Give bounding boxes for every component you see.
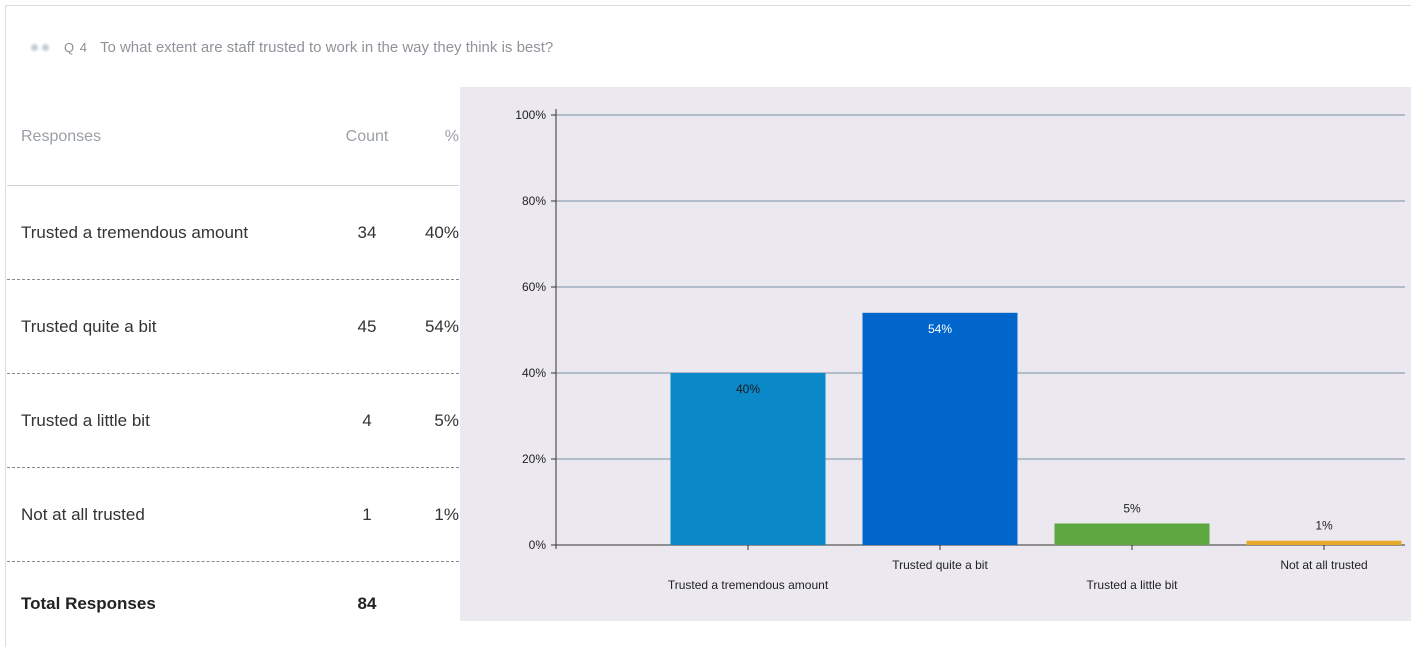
row-label: Trusted a little bit bbox=[21, 410, 150, 430]
row-label: Not at all trusted bbox=[21, 504, 145, 524]
data-label: 40% bbox=[736, 382, 760, 396]
y-tick-label: 20% bbox=[522, 452, 546, 466]
total-count: 84 bbox=[357, 594, 377, 613]
table-row: Trusted quite a bit 45 54% bbox=[7, 280, 459, 374]
table-row: Not at all trusted 1 1% bbox=[7, 468, 459, 562]
x-tick-label: Trusted a little bit bbox=[1087, 578, 1179, 592]
row-count: 4 bbox=[362, 410, 372, 430]
row-label: Trusted a tremendous amount bbox=[21, 222, 249, 242]
bar bbox=[1054, 523, 1210, 545]
bar-chart: 0% 20% 40% 60% 80% 100% 40% Trusted a tremendou… bbox=[460, 87, 1411, 621]
question-text: To what extent are staff trusted to work… bbox=[99, 38, 554, 56]
y-tick-label: 40% bbox=[522, 366, 546, 380]
row-percent: 5% bbox=[434, 410, 459, 430]
header-count: Count bbox=[345, 127, 389, 145]
responses-table: Responses Count % Trusted a tremendous a… bbox=[7, 88, 459, 632]
data-label: 54% bbox=[928, 322, 952, 336]
x-tick-label: Trusted quite a bit bbox=[892, 558, 988, 572]
header-percent: % bbox=[444, 127, 459, 145]
row-percent: 1% bbox=[434, 504, 459, 524]
x-tick-label: Not at all trusted bbox=[1280, 558, 1367, 572]
bar bbox=[1246, 540, 1402, 545]
total-label: Total Responses bbox=[21, 594, 156, 613]
question-number: Q 4 bbox=[64, 39, 88, 55]
y-tick-label: 60% bbox=[522, 280, 546, 294]
row-percent: 40% bbox=[424, 222, 459, 242]
table-row: Trusted a little bit 4 5% bbox=[7, 374, 459, 468]
bar bbox=[670, 373, 826, 545]
row-percent: 54% bbox=[424, 316, 459, 336]
total-row: Total Responses 84 bbox=[7, 576, 459, 632]
row-label: Trusted quite a bit bbox=[21, 316, 157, 336]
radio-dots-icon bbox=[30, 42, 50, 52]
table-header: Responses Count % bbox=[7, 88, 459, 186]
bar-chart-svg: 0% 20% 40% 60% 80% 100% 40% Trusted a tremendou… bbox=[515, 108, 1405, 592]
y-tick-label: 0% bbox=[529, 538, 547, 552]
table-row: Trusted a tremendous amount 34 40% bbox=[7, 186, 459, 280]
row-count: 45 bbox=[357, 316, 377, 336]
y-tick-label: 100% bbox=[515, 108, 546, 122]
data-label: 1% bbox=[1315, 519, 1333, 533]
y-tick-label: 80% bbox=[522, 194, 546, 208]
question-panel bbox=[5, 5, 1411, 647]
x-tick-label: Trusted a tremendous amount bbox=[668, 578, 829, 592]
row-count: 34 bbox=[357, 222, 377, 242]
row-count: 1 bbox=[362, 504, 372, 524]
question-header: Q 4 To what extent are staff trusted to … bbox=[30, 37, 553, 57]
header-responses: Responses bbox=[21, 127, 102, 145]
bar bbox=[862, 312, 1018, 545]
data-label: 5% bbox=[1123, 502, 1141, 516]
